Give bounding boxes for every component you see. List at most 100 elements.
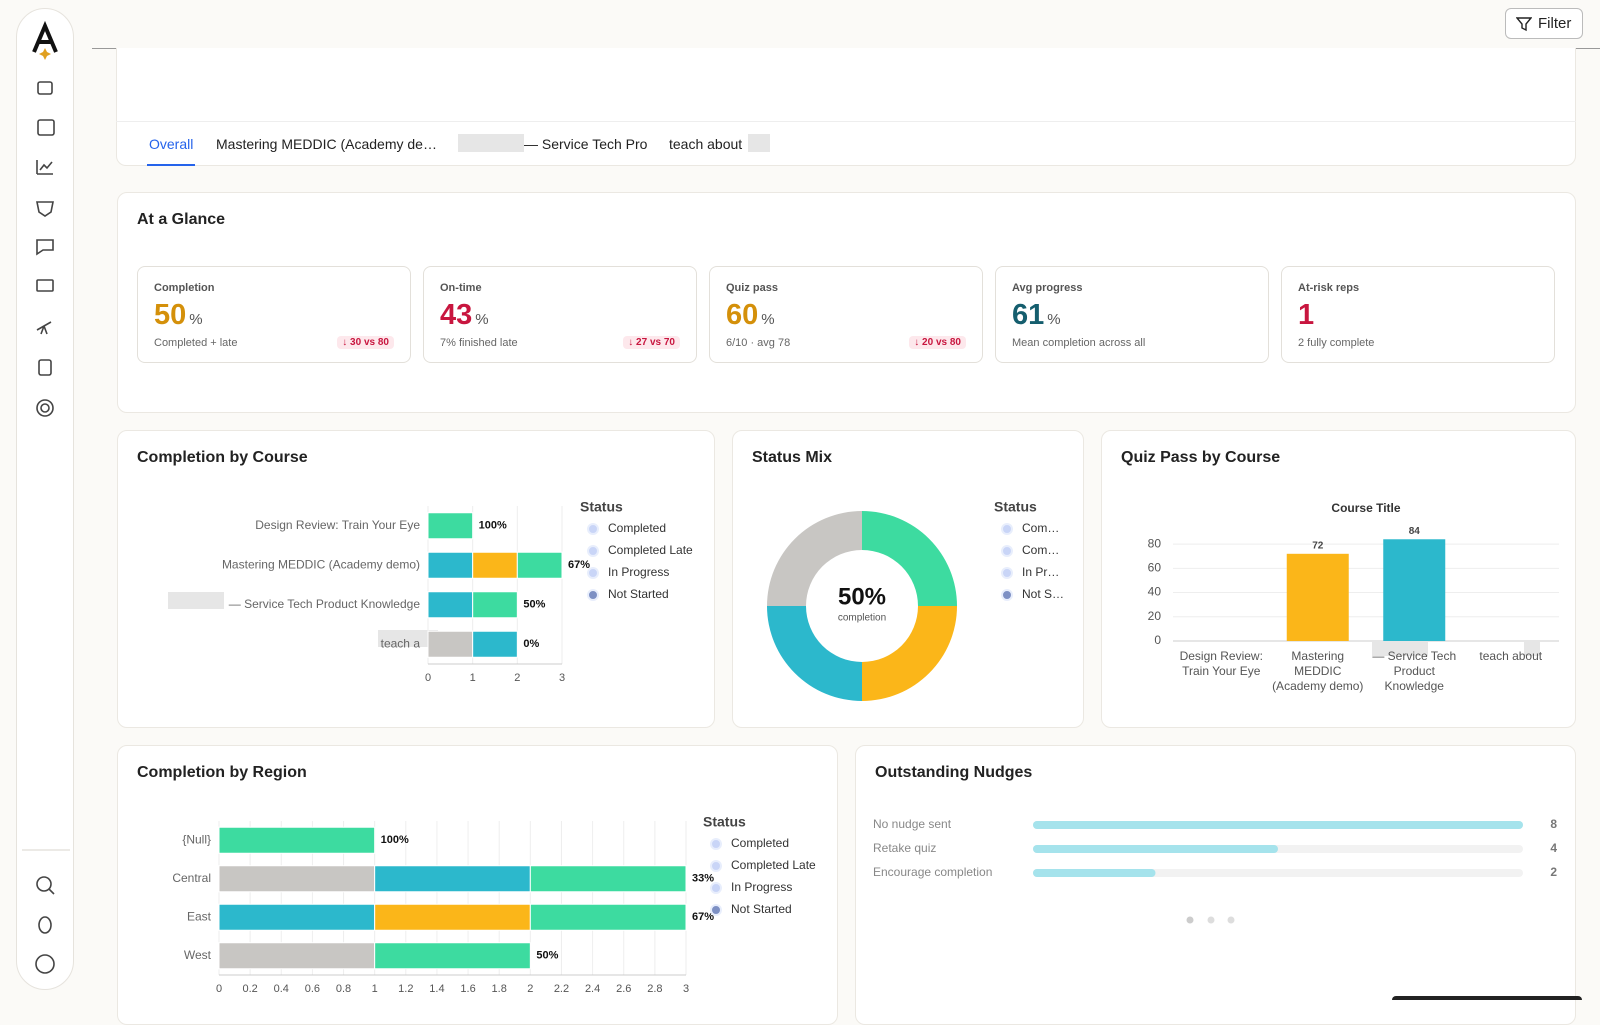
legend-label: Completed xyxy=(608,521,666,535)
nav-icon[interactable] xyxy=(36,399,54,417)
bar-label: 100% xyxy=(479,520,507,532)
x-tick-label: 1.8 xyxy=(492,983,507,995)
kpi-sub: 7% finished late xyxy=(440,337,518,349)
filter-button[interactable]: Filter xyxy=(1505,8,1583,39)
page: Filter Overall Mastering MEDDIC (Academy… xyxy=(16,8,1600,1025)
kpi-card: On-time 43% 7% finished late ↓ 27 vs 70 xyxy=(423,266,697,363)
pager-dot xyxy=(1186,916,1194,924)
bar-segment xyxy=(472,591,518,619)
x-tick-label: 2 xyxy=(514,672,520,684)
nav-icon[interactable] xyxy=(40,403,50,413)
legend-title: Status xyxy=(580,499,623,515)
bar-label: 0% xyxy=(523,638,539,650)
tab[interactable]: Mastering MEDDIC (Academy de… xyxy=(216,136,437,152)
x-tick-label: 2.2 xyxy=(554,983,569,995)
nav-icon[interactable] xyxy=(38,359,52,376)
kpi-unit: % xyxy=(189,311,203,328)
pager-dot xyxy=(1207,916,1215,924)
course-card xyxy=(117,430,715,728)
donut-center: 50% xyxy=(838,583,886,610)
nudge-label: Encourage completion xyxy=(873,865,992,879)
x-tick-label: teach about xyxy=(1479,649,1542,663)
kpi-delta: ↓ 20 vs 80 xyxy=(909,336,966,349)
nav-icon[interactable] xyxy=(37,81,53,95)
bar-segment xyxy=(374,903,531,931)
kpi-label: At-risk reps xyxy=(1298,282,1360,294)
kpi-value: 50% xyxy=(154,299,203,331)
legend-label: Not Started xyxy=(731,902,792,916)
redacted xyxy=(1372,642,1428,656)
legend-label: Not Started xyxy=(608,587,669,601)
legend-label: In Progress xyxy=(608,565,669,579)
donut-slice xyxy=(862,606,957,701)
nav-icon[interactable] xyxy=(36,279,54,292)
bar-track xyxy=(1033,869,1523,877)
x-tick-label: 0.4 xyxy=(274,983,289,995)
sidebar-icons xyxy=(22,20,70,974)
kpi-value: 1 xyxy=(1298,299,1315,331)
nudge-count: 4 xyxy=(1550,841,1557,855)
legend-label: In Pr… xyxy=(1022,565,1059,579)
kpi-sub: 6/10 · avg 78 xyxy=(726,337,791,349)
pager-dot xyxy=(1227,916,1235,924)
nudge-count: 8 xyxy=(1550,817,1557,831)
search-icon[interactable] xyxy=(36,876,52,892)
bug-icon[interactable] xyxy=(38,916,52,934)
x-tick-label: Mastering MEDDIC (Academy demo) xyxy=(1272,649,1363,693)
legend-title: Status xyxy=(994,499,1037,515)
bar-segment xyxy=(218,865,376,893)
kpi-card: Completion 50% Completed + late ↓ 30 vs 80 xyxy=(137,266,411,363)
legend-dot xyxy=(1001,567,1013,579)
donut-slice xyxy=(862,511,957,606)
kpi-value: 61% xyxy=(1012,299,1061,331)
nudge-count: 2 xyxy=(1550,865,1557,879)
bar xyxy=(1033,845,1278,853)
legend-dot xyxy=(710,838,722,850)
kpi-label: Completion xyxy=(154,282,215,294)
donut-center-sub: completion xyxy=(838,613,886,624)
profile-icon[interactable] xyxy=(35,954,55,974)
x-tick-label: 1 xyxy=(470,672,476,684)
logo xyxy=(32,20,58,53)
tab[interactable]: teach about xyxy=(669,136,743,152)
logo-star xyxy=(39,48,51,60)
tab[interactable]: Overall xyxy=(149,136,194,152)
nav-icon[interactable] xyxy=(36,321,52,335)
nav-icon[interactable] xyxy=(36,239,54,256)
category-label: Design Review: Train Your Eye xyxy=(255,518,420,532)
redacted xyxy=(168,592,224,609)
bar-segment xyxy=(529,865,687,893)
bar-segment xyxy=(516,551,563,579)
legend-label: In Progress xyxy=(731,880,792,894)
search-icon[interactable] xyxy=(48,888,55,895)
category-label: teach a xyxy=(381,636,421,650)
category-label: East xyxy=(187,909,212,923)
x-tick-label: 1 xyxy=(372,983,378,995)
legend-dot xyxy=(710,904,722,916)
kpi-unit: % xyxy=(1047,311,1061,328)
nav-icon[interactable] xyxy=(36,160,53,175)
bar-label: 33% xyxy=(692,873,714,885)
y-tick-label: 60 xyxy=(1148,561,1162,575)
nav-icon[interactable] xyxy=(37,119,55,136)
legend-label: Completed Late xyxy=(608,543,693,557)
nav-icon[interactable] xyxy=(36,201,54,217)
redacted xyxy=(1524,642,1540,656)
kpi-unit: % xyxy=(475,311,489,328)
donut-slice xyxy=(767,511,862,606)
bar-segment xyxy=(218,942,376,970)
y-tick-label: 0 xyxy=(1154,633,1161,647)
x-tick-label: 1.6 xyxy=(460,983,475,995)
nudge-label: No nudge sent xyxy=(873,817,952,831)
kpi-sub: Completed + late xyxy=(154,337,238,349)
x-tick-label: 2.4 xyxy=(585,983,600,995)
x-tick-label: 2.6 xyxy=(616,983,631,995)
legend-label: Not S… xyxy=(1022,587,1064,601)
legend-dot xyxy=(587,589,599,601)
kpi-card: Quiz pass 60% 6/10 · avg 78 ↓ 20 vs 80 xyxy=(709,266,983,363)
bar-value-label: 72 xyxy=(1312,540,1324,551)
tab[interactable]: — Service Tech Pro xyxy=(524,136,648,152)
bar-segment xyxy=(529,903,687,931)
category-label: — Service Tech Product Knowledge xyxy=(229,597,421,611)
